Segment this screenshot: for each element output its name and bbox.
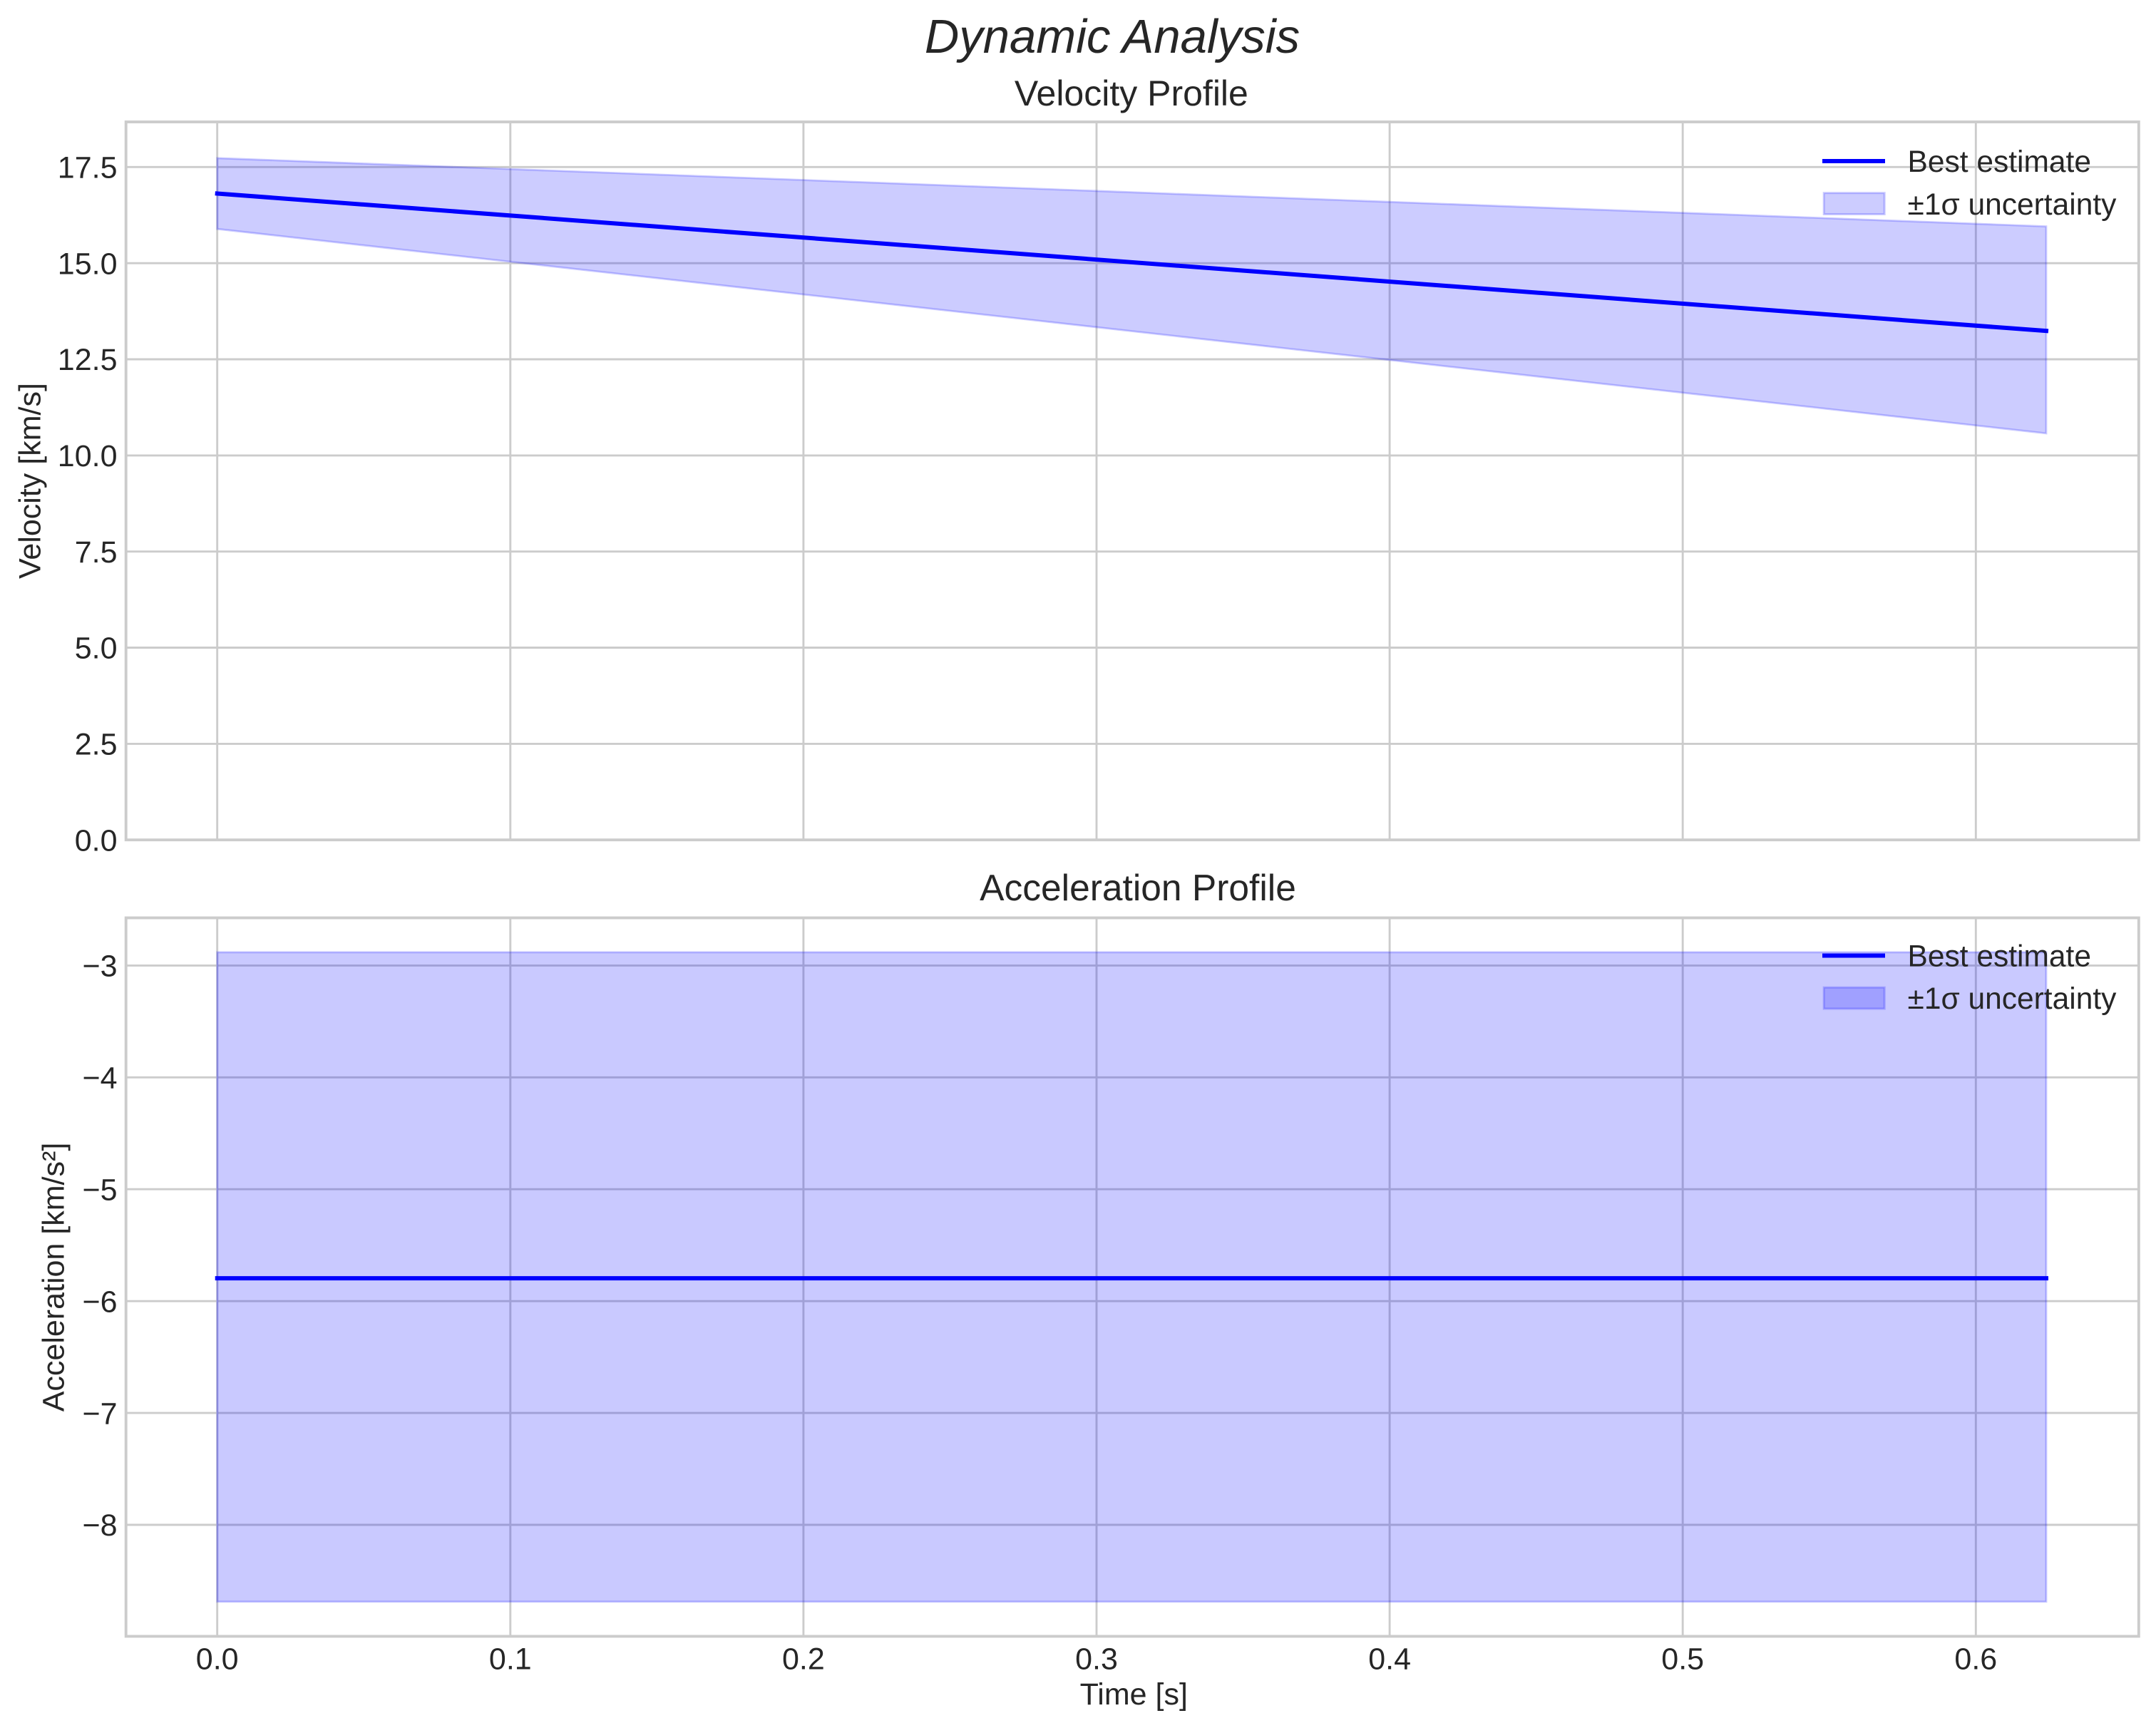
svg-text:Time [s]: Time [s] bbox=[1080, 1677, 1188, 1712]
svg-text:15.0: 15.0 bbox=[58, 247, 118, 281]
svg-text:0.3: 0.3 bbox=[1075, 1642, 1118, 1676]
svg-text:Best estimate: Best estimate bbox=[1908, 940, 2091, 974]
svg-text:−7: −7 bbox=[82, 1397, 117, 1431]
svg-text:±1σ uncertainty: ±1σ uncertainty bbox=[1908, 982, 2118, 1016]
svg-text:0.2: 0.2 bbox=[782, 1642, 825, 1676]
svg-text:0.4: 0.4 bbox=[1368, 1642, 1411, 1676]
svg-text:7.5: 7.5 bbox=[75, 535, 118, 570]
svg-text:Acceleration Profile: Acceleration Profile bbox=[980, 867, 1296, 908]
svg-text:5.0: 5.0 bbox=[75, 632, 118, 666]
svg-text:0.1: 0.1 bbox=[489, 1642, 532, 1676]
svg-text:−6: −6 bbox=[82, 1285, 117, 1319]
svg-text:Best estimate: Best estimate bbox=[1908, 145, 2091, 179]
svg-text:10.0: 10.0 bbox=[58, 439, 118, 473]
svg-text:−8: −8 bbox=[82, 1508, 117, 1543]
svg-text:0.5: 0.5 bbox=[1661, 1642, 1704, 1676]
svg-text:Velocity Profile: Velocity Profile bbox=[1015, 73, 1248, 113]
svg-text:−5: −5 bbox=[82, 1173, 117, 1207]
svg-text:12.5: 12.5 bbox=[58, 343, 118, 377]
svg-text:2.5: 2.5 bbox=[75, 728, 118, 762]
svg-text:−3: −3 bbox=[82, 950, 117, 984]
svg-text:−4: −4 bbox=[82, 1061, 117, 1096]
svg-text:17.5: 17.5 bbox=[58, 151, 118, 185]
svg-text:Acceleration [km/s²]: Acceleration [km/s²] bbox=[36, 1143, 71, 1412]
svg-text:Velocity [km/s]: Velocity [km/s] bbox=[13, 383, 47, 579]
svg-text:0.6: 0.6 bbox=[1954, 1642, 1997, 1676]
svg-text:±1σ uncertainty: ±1σ uncertainty bbox=[1908, 188, 2118, 222]
svg-text:Dynamic Analysis: Dynamic Analysis bbox=[925, 10, 1300, 63]
svg-text:0.0: 0.0 bbox=[75, 823, 118, 858]
svg-text:0.0: 0.0 bbox=[196, 1642, 239, 1676]
